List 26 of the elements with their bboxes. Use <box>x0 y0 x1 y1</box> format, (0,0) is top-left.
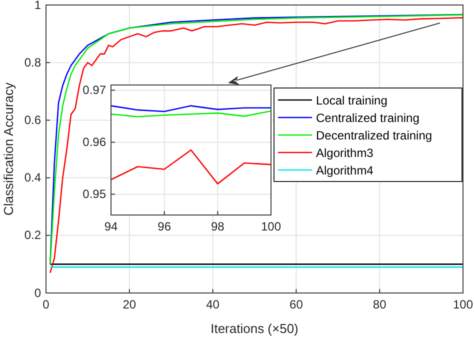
x-tick-label: 96 <box>158 220 172 234</box>
y-tick-label: 1 <box>34 0 42 12</box>
legend-label: Local training <box>316 94 388 108</box>
y-tick-label: 0 <box>34 286 42 300</box>
x-tick-label: 40 <box>206 298 220 312</box>
y-tick-label: 0.8 <box>24 55 42 70</box>
x-tick-label: 20 <box>122 298 136 312</box>
x-tick-label: 98 <box>210 220 225 234</box>
y-tick-label: 0.2 <box>24 228 42 242</box>
y-tick-label: 0.4 <box>24 170 42 185</box>
x-tick-label: 60 <box>290 298 304 312</box>
x-axis-title: Iterations (×50) <box>210 321 298 336</box>
y-axis-title: Classification Accuracy <box>1 82 16 216</box>
y-tick-label: 0.6 <box>24 113 42 128</box>
legend-label: Algorithm4 <box>316 164 374 178</box>
y-tick-label: 0.97 <box>82 83 106 98</box>
y-tick-label: 0.96 <box>82 135 106 150</box>
legend-label: Decentralized training <box>316 128 432 142</box>
x-tick-label: 100 <box>452 298 474 312</box>
legend-label: Centralized training <box>316 111 420 125</box>
y-tick-label: 0.95 <box>82 187 106 202</box>
line-series <box>111 149 271 184</box>
x-tick-label: 80 <box>372 298 387 312</box>
legend-label: Algorithm3 <box>316 146 374 160</box>
x-tick-label: 94 <box>104 220 118 234</box>
x-tick-label: 100 <box>260 220 282 234</box>
